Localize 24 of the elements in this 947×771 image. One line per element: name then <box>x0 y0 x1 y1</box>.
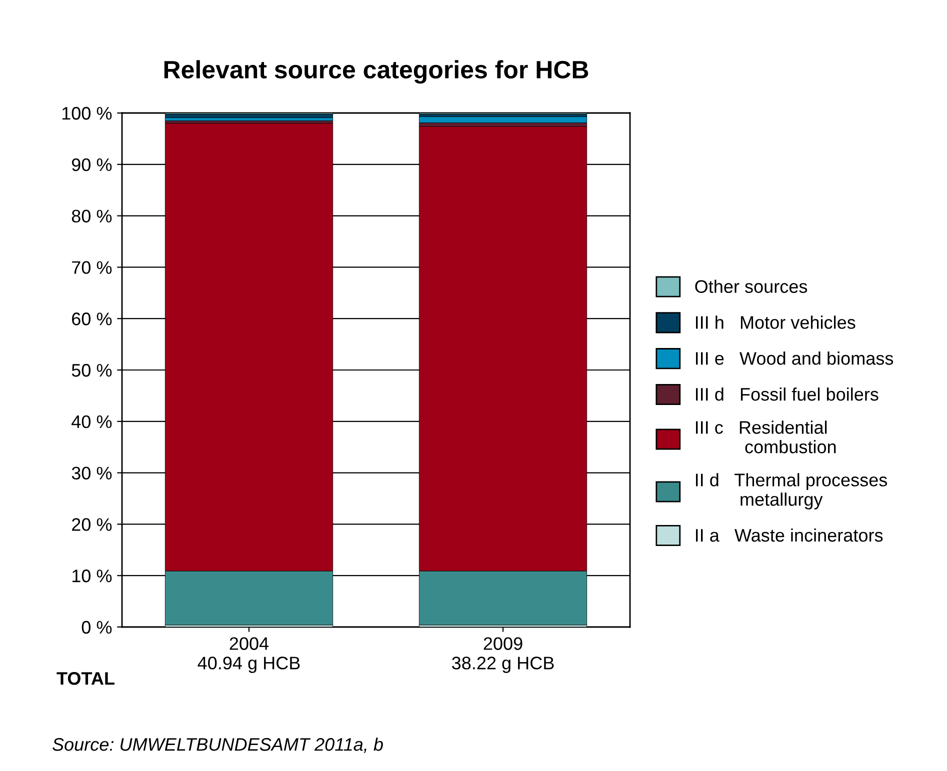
x-tick-label: 2004 40.94 g HCB <box>198 637 300 673</box>
y-tick-label: 70 % <box>72 261 112 274</box>
y-tick-label: 10 % <box>72 570 112 582</box>
legend-label: Other sources <box>695 280 808 293</box>
y-tick-label: 100 % <box>62 106 112 120</box>
y-tick-label: 20 % <box>72 518 112 531</box>
legend-label: II a Waste incinerators <box>696 528 883 542</box>
legend-label: III h Motor vehicles <box>696 316 856 329</box>
source-note: Source: UMWELTBUNDESAMT 2011a, b <box>52 738 383 753</box>
legend-label: III c Residential combustion <box>696 420 836 454</box>
bar <box>418 116 588 123</box>
y-tick-label: 90 % <box>72 158 112 172</box>
y-tick-label: 60 % <box>72 312 112 326</box>
y-tick-label: 40 % <box>72 415 112 428</box>
y-tick-label: 0 % <box>82 620 112 634</box>
text: TOTAL <box>56 672 114 685</box>
chart-title: Relevant source categories for HCB <box>164 60 588 84</box>
x-tick-label: 2009 38.22 g HCB <box>452 637 554 673</box>
legend-label: II d Thermal processes metallurgy <box>696 473 888 510</box>
y-tick-label: 30 % <box>72 466 112 480</box>
y-tick-label: 50 % <box>72 364 112 377</box>
y-tick-label: 80 % <box>72 210 112 223</box>
legend-label: III e Wood and biomass <box>696 352 894 365</box>
legend-label: III d Fossil fuel boilers <box>696 387 878 401</box>
